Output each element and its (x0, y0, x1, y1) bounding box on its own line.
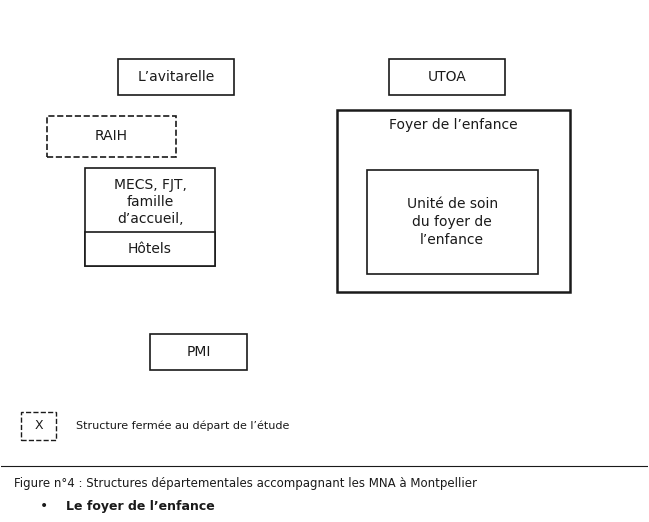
Text: Figure n°4 : Structures départementales accompagnant les MNA à Montpellier: Figure n°4 : Structures départementales … (14, 477, 477, 490)
FancyBboxPatch shape (21, 411, 56, 440)
FancyBboxPatch shape (337, 111, 570, 292)
Text: UTOA: UTOA (428, 69, 467, 84)
Text: Unité de soin
du foyer de
l’enfance: Unité de soin du foyer de l’enfance (406, 197, 498, 247)
Text: Structure fermée au départ de l’étude: Structure fermée au départ de l’étude (76, 421, 289, 431)
FancyBboxPatch shape (367, 170, 538, 274)
Text: L’avitarelle: L’avitarelle (137, 69, 214, 84)
Text: X: X (34, 419, 43, 432)
FancyBboxPatch shape (47, 115, 176, 157)
Text: Hôtels: Hôtels (128, 242, 172, 256)
Text: MECS, FJT,
famille
d’accueil,: MECS, FJT, famille d’accueil, (114, 178, 186, 227)
Text: PMI: PMI (186, 345, 211, 359)
Text: Foyer de l’enfance: Foyer de l’enfance (389, 118, 518, 132)
FancyBboxPatch shape (86, 232, 215, 266)
FancyBboxPatch shape (150, 334, 247, 370)
FancyBboxPatch shape (389, 58, 506, 95)
Text: •: • (40, 499, 49, 513)
FancyBboxPatch shape (86, 168, 215, 266)
Text: Le foyer de l’enfance: Le foyer de l’enfance (66, 500, 215, 513)
Text: RAIH: RAIH (95, 129, 128, 144)
FancyBboxPatch shape (117, 58, 234, 95)
